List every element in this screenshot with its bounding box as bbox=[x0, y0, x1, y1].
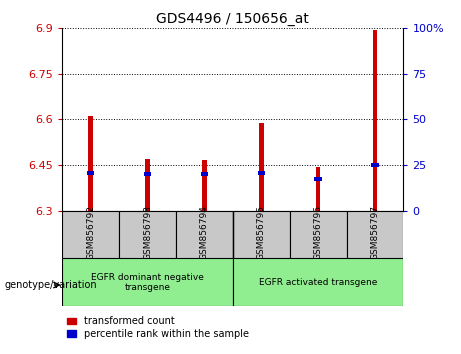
Bar bbox=[372, 30, 377, 211]
Bar bbox=[62, 211, 119, 258]
Text: GSM856794: GSM856794 bbox=[200, 205, 209, 259]
Bar bbox=[316, 167, 320, 211]
Bar bbox=[233, 211, 290, 258]
Bar bbox=[87, 171, 95, 175]
Bar bbox=[347, 211, 403, 258]
Title: GDS4496 / 150656_at: GDS4496 / 150656_at bbox=[156, 12, 309, 26]
Bar bbox=[201, 172, 208, 176]
Bar bbox=[371, 163, 378, 167]
Text: GSM856797: GSM856797 bbox=[371, 205, 379, 259]
Text: GSM856792: GSM856792 bbox=[86, 205, 95, 259]
Legend: transformed count, percentile rank within the sample: transformed count, percentile rank withi… bbox=[67, 316, 248, 339]
Bar bbox=[144, 172, 151, 176]
Text: GSM856795: GSM856795 bbox=[257, 205, 266, 259]
Bar bbox=[145, 159, 150, 211]
Bar bbox=[119, 211, 176, 258]
Bar bbox=[314, 177, 322, 181]
Bar bbox=[89, 116, 93, 211]
Text: GSM856796: GSM856796 bbox=[313, 205, 323, 259]
Bar bbox=[176, 211, 233, 258]
Bar bbox=[62, 258, 233, 306]
Text: GSM856793: GSM856793 bbox=[143, 205, 152, 259]
Bar bbox=[259, 122, 264, 211]
Bar bbox=[202, 160, 207, 211]
Bar bbox=[233, 258, 403, 306]
Text: EGFR activated transgene: EGFR activated transgene bbox=[259, 278, 377, 287]
Text: genotype/variation: genotype/variation bbox=[5, 280, 97, 290]
Text: EGFR dominant negative
transgene: EGFR dominant negative transgene bbox=[91, 273, 204, 292]
Bar bbox=[290, 211, 347, 258]
Bar bbox=[258, 171, 265, 175]
